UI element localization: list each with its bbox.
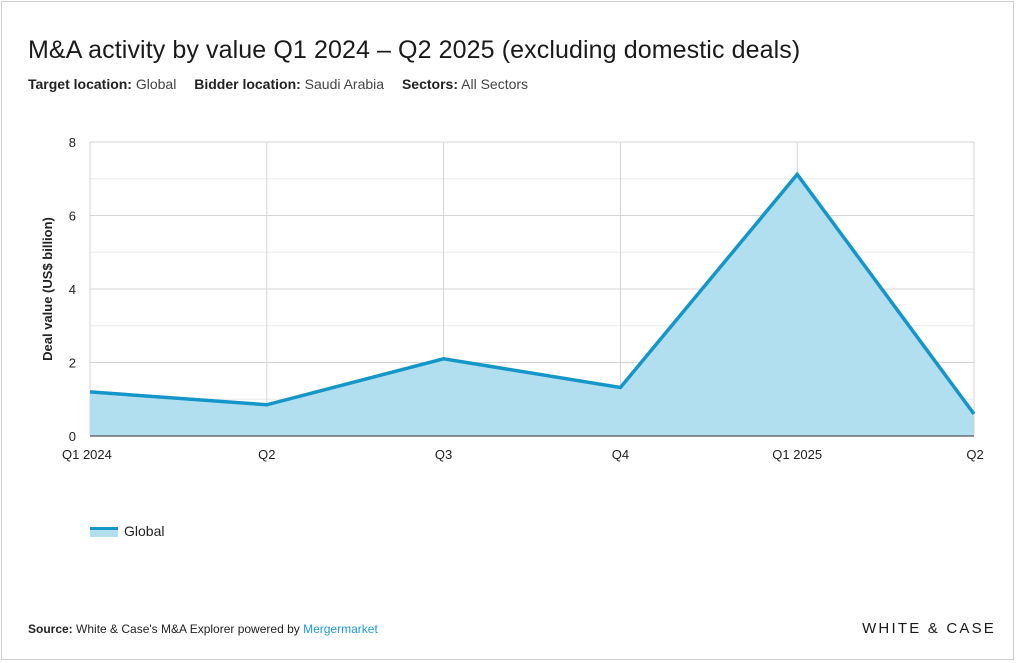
- series-line-global: [89, 171, 976, 415]
- y-tick-label: 8: [69, 135, 76, 150]
- y-tick-label: 4: [69, 282, 76, 297]
- y-tick-label: 2: [69, 356, 76, 371]
- filter-bar: Target location: Global Bidder location:…: [28, 76, 542, 92]
- x-tick-label: Q2: [966, 447, 983, 462]
- filter-value-bidder: Saudi Arabia: [304, 76, 385, 92]
- filter-label-sectors: Sectors:: [401, 76, 458, 92]
- legend-swatch: [90, 525, 118, 537]
- source-text: White & Case's M&A Explorer powered by: [76, 622, 304, 636]
- source-note: Source: White & Case's M&A Explorer powe…: [28, 622, 378, 636]
- filter-label-target: Target location:: [28, 76, 132, 92]
- filter-value-sectors: All Sectors: [461, 76, 529, 92]
- y-tick-label: 0: [69, 429, 76, 444]
- filter-value-target: Global: [135, 76, 177, 92]
- legend-label-global: Global: [124, 523, 165, 539]
- x-tick-label: Q1 2024: [62, 447, 112, 462]
- legend[interactable]: Global: [90, 523, 164, 539]
- source-label: Source:: [28, 622, 73, 636]
- chart-title: M&A activity by value Q1 2024 – Q2 2025 …: [28, 36, 801, 64]
- filter-label-bidder: Bidder location:: [194, 76, 301, 92]
- y-tick-label: 6: [69, 209, 76, 224]
- brand-logo: WHITE & CASE: [862, 620, 996, 637]
- x-tick-label: Q4: [612, 447, 629, 462]
- area-fill-global: [90, 174, 974, 436]
- x-tick-label: Q1 2025: [772, 447, 822, 462]
- y-axis-label: Deal value (US$ billion): [40, 217, 55, 361]
- x-tick-label: Q2: [258, 447, 275, 462]
- source-link[interactable]: Mergermarket: [303, 622, 378, 636]
- x-tick-label: Q3: [435, 447, 452, 462]
